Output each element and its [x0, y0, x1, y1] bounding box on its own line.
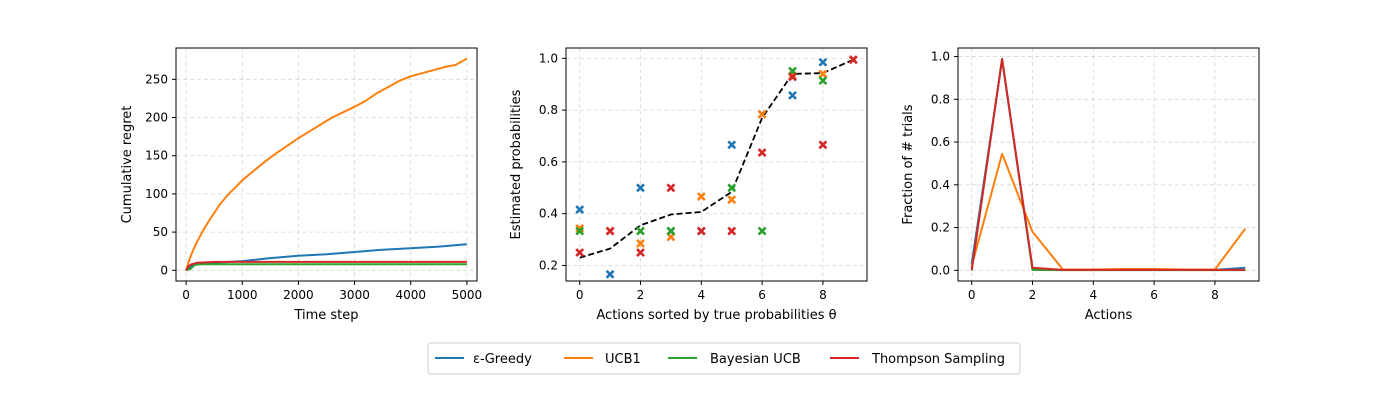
action-fraction-chart: 0 2 4 6 8 0.0 0.2 0.4 0.6 0.8 1.0 Actions Fraction o…: [901, 47, 1260, 323]
y-tick-label: 0.6: [931, 135, 950, 149]
y-tick-label: 1.0: [539, 51, 558, 65]
legend-entry-bayesian-ucb: Bayesian UCB: [668, 352, 801, 367]
y-tick-label: 50: [153, 225, 168, 239]
legend-label: Thompson Sampling: [871, 352, 1005, 367]
point-bayesian-ucb: [666, 226, 676, 236]
y-tick-label: 0.4: [931, 178, 950, 192]
axes-frame: [957, 47, 1260, 282]
regret-chart: 0 1000 2000 3000 4000 5000 0 50 100 150 200 250 Time…: [120, 47, 483, 323]
y-tick-label: 0.8: [931, 92, 950, 106]
point-bayesian-ucb: [818, 76, 828, 86]
legend-label: Bayesian UCB: [710, 352, 801, 367]
axes-frame: [565, 47, 868, 282]
y-tick-label: 200: [145, 111, 168, 125]
point-greedy: [636, 183, 645, 193]
point-ucb1: [636, 239, 645, 248]
legend-entry-thompson-sampling: Thompson Sampling: [830, 352, 1005, 367]
x-tick-label: 3000: [339, 288, 370, 302]
y-tick-label: 0.4: [539, 207, 558, 221]
point-greedy: [788, 90, 797, 100]
point-bayesian-ucb: [575, 226, 585, 236]
point-thompson-sampling: [788, 72, 797, 82]
y-axis-label: Estimated probabilities: [509, 89, 524, 239]
point-ucb1: [727, 195, 737, 205]
y-axis-label: Cumulative regret: [120, 106, 135, 224]
x-tick-label: 0: [576, 288, 584, 302]
x-tick-label: 8: [819, 288, 827, 302]
y-tick-label: 0.6: [539, 155, 558, 169]
legend: ε-Greedy UCB1 Bayesian UCB Thompson Samp…: [427, 342, 1021, 375]
y-tick-label: 0: [160, 263, 168, 277]
point-thompson-sampling: [575, 248, 585, 257]
true-probability-line: [579, 58, 854, 259]
point-ucb1: [575, 224, 585, 233]
legend-entry-ucb1: UCB1: [564, 352, 641, 367]
y-axis-label: Fraction of # trials: [901, 104, 916, 224]
x-tick-label: 2: [1029, 288, 1037, 302]
point-thompson-sampling: [848, 55, 858, 65]
legend-label: ε-Greedy: [473, 352, 532, 367]
y-tick-label: 0.8: [539, 103, 558, 117]
point-thompson-sampling: [636, 248, 645, 257]
point-thompson-sampling: [605, 226, 615, 236]
x-tick-label: 4000: [395, 288, 426, 302]
x-axis-label: Actions: [1085, 308, 1133, 323]
point-thompson-sampling: [727, 226, 737, 236]
point-greedy: [605, 269, 615, 279]
point-greedy: [727, 140, 737, 150]
point-thompson-sampling: [666, 183, 676, 193]
y-tick-label: 0.2: [931, 221, 950, 235]
estimated-probabilities-chart: 0 2 4 6 8 0.2 0.4 0.6 0.8 1.0 Actions sorted by tr…: [509, 47, 868, 323]
point-bayesian-ucb: [757, 226, 767, 236]
point-greedy: [575, 205, 585, 214]
x-tick-label: 6: [758, 288, 766, 302]
x-tick-label: 2000: [283, 288, 314, 302]
point-ucb1: [696, 192, 706, 202]
series-line-ucb1: [185, 57, 468, 271]
series-line-thompson-sampling: [970, 58, 1246, 271]
x-axis-label: Actions sorted by true probabilities θ: [596, 308, 836, 323]
axes-frame: [175, 47, 478, 282]
x-tick-label: 6: [1150, 288, 1158, 302]
legend-entry-epsilon-greedy: ε-Greedy: [435, 352, 532, 367]
y-tick-label: 150: [145, 149, 168, 163]
point-thompson-sampling: [757, 148, 767, 158]
x-tick-label: 8: [1211, 288, 1219, 302]
x-tick-label: 0: [182, 288, 190, 302]
y-tick-label: 1.0: [931, 50, 950, 64]
legend-label: UCB1: [605, 352, 641, 367]
point-thompson-sampling: [818, 140, 828, 150]
y-tick-label: 100: [145, 187, 168, 201]
x-tick-label: 2: [637, 288, 645, 302]
x-tick-label: 0: [968, 288, 976, 302]
series-line-thompson-sampling: [185, 260, 467, 271]
x-tick-label: 1000: [227, 288, 258, 302]
y-tick-label: 0.2: [539, 258, 558, 272]
plot-area: [970, 57, 1247, 272]
series-line-bayesian-ucb: [185, 263, 467, 272]
point-greedy: [818, 57, 828, 67]
point-ucb1: [818, 69, 828, 79]
y-tick-label: 250: [145, 72, 168, 86]
y-tick-label: 0.0: [931, 263, 950, 277]
plot-area: [185, 57, 468, 272]
x-axis-label: Time step: [293, 308, 358, 323]
plot-area: [575, 55, 858, 279]
point-thompson-sampling: [696, 226, 706, 236]
point-ucb1: [757, 109, 767, 119]
x-tick-label: 5000: [452, 288, 483, 302]
x-tick-label: 4: [697, 288, 705, 302]
point-bayesian-ucb: [636, 226, 645, 236]
point-bayesian-ucb: [727, 183, 737, 193]
x-tick-label: 4: [1089, 288, 1097, 302]
